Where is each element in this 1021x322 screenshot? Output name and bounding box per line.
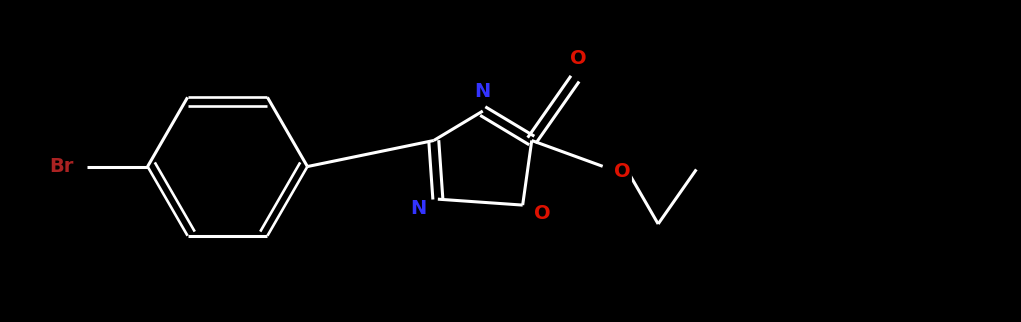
Text: N: N: [475, 81, 491, 100]
Text: Br: Br: [49, 157, 74, 176]
Text: O: O: [534, 204, 551, 223]
Text: N: N: [409, 199, 426, 218]
Text: O: O: [615, 162, 631, 181]
Text: O: O: [570, 49, 587, 68]
